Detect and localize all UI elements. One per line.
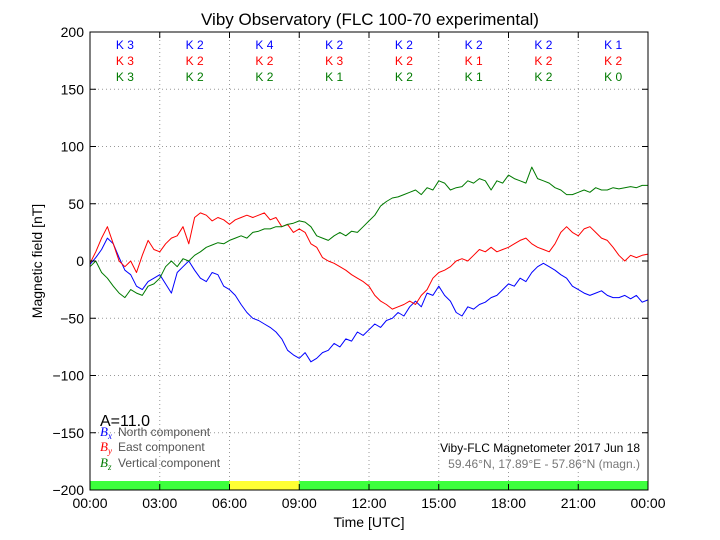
k-index-label: K 2 — [186, 70, 204, 84]
y-tick-label: −100 — [52, 368, 84, 384]
k-index-label: K 2 — [255, 70, 273, 84]
k-index-label: K 2 — [325, 38, 343, 52]
x-tick-label: 09:00 — [282, 495, 317, 511]
x-tick-label: 03:00 — [142, 495, 177, 511]
legend-entry-vertical: Bz Vertical component — [100, 455, 221, 472]
legend-label-vertical: Vertical component — [118, 456, 221, 470]
k-index-label: K 2 — [255, 54, 273, 68]
x-tick-label: 00:00 — [630, 495, 665, 511]
y-tick-label: −150 — [52, 425, 84, 441]
grid — [90, 32, 648, 490]
y-axis-label: Magnetic field [nT] — [29, 204, 45, 318]
k-index-label: K 2 — [534, 54, 552, 68]
series-line-east — [89, 212, 649, 310]
x-tick-label: 06:00 — [212, 495, 247, 511]
k-index-label: K 2 — [604, 54, 622, 68]
y-tick-label: 100 — [61, 139, 85, 155]
k-index-label: K 1 — [604, 38, 622, 52]
k-index-label: K 2 — [465, 38, 483, 52]
k-index-label: K 2 — [395, 54, 413, 68]
status-segment — [299, 481, 648, 490]
legend-label-east: East component — [118, 440, 205, 454]
y-tick-label: −200 — [52, 482, 84, 498]
k-index-label: K 2 — [186, 54, 204, 68]
k-index-label: K 0 — [604, 70, 622, 84]
k-index-label: K 2 — [186, 38, 204, 52]
x-tick-label: 15:00 — [421, 495, 456, 511]
legend-label-north: North component — [118, 425, 211, 439]
legend: Bx North component By East component Bz … — [100, 424, 221, 472]
series-lines — [89, 166, 649, 363]
series-line-north — [89, 237, 649, 363]
k-index-label: K 2 — [534, 70, 552, 84]
k-index-label: K 3 — [116, 38, 134, 52]
status-segment — [229, 481, 300, 490]
k-index-label: K 2 — [534, 38, 552, 52]
k-index-label: K 2 — [395, 70, 413, 84]
x-tick-label: 12:00 — [351, 495, 386, 511]
k-index-label: K 1 — [465, 70, 483, 84]
a-index-label: A=11.0 — [100, 413, 150, 430]
y-tick-label: 200 — [61, 24, 85, 40]
y-tick-label: −50 — [60, 310, 84, 326]
legend-symbol-north: Bx — [100, 424, 112, 441]
y-tick-label: 0 — [76, 253, 84, 269]
legend-symbol-east: By — [100, 439, 112, 456]
k-index-table: K 3 K 2 K 4 K 2 K 2 K 2 K 2 K 1 K 3 K 2 K 2 K 3 K 2 K… — [116, 38, 623, 84]
series-line-vertical — [89, 166, 648, 299]
k-index-label: K 3 — [325, 54, 343, 68]
k-index-label: K 1 — [325, 70, 343, 84]
x-tick-label: 21:00 — [561, 495, 596, 511]
k-index-label: K 2 — [395, 38, 413, 52]
x-tick-label: 18:00 — [491, 495, 526, 511]
x-axis-label: Time [UTC] — [333, 514, 404, 530]
legend-symbol-vertical: Bz — [100, 455, 112, 472]
k-index-label: K 1 — [465, 54, 483, 68]
chart-title: Viby Observatory (FLC 100-70 experimenta… — [201, 10, 539, 29]
location-info: 59.46°N, 17.89°E - 57.86°N (magn.) — [448, 457, 640, 471]
axis-ticks: 00:00 03:00 06:00 09:00 12:00 15:00 18:00 21:00… — [52, 24, 665, 511]
k-index-label: K 3 — [116, 70, 134, 84]
k-index-label: K 3 — [116, 54, 134, 68]
magnetometer-info: Viby-FLC Magnetometer 2017 Jun 18 — [440, 441, 640, 455]
x-tick-label: 00:00 — [72, 495, 107, 511]
y-tick-label: 50 — [68, 196, 84, 212]
legend-entry-north: Bx North component — [100, 424, 211, 441]
y-tick-label: 150 — [61, 81, 85, 97]
k-index-label: K 4 — [255, 38, 273, 52]
legend-entry-east: By East component — [100, 439, 205, 456]
